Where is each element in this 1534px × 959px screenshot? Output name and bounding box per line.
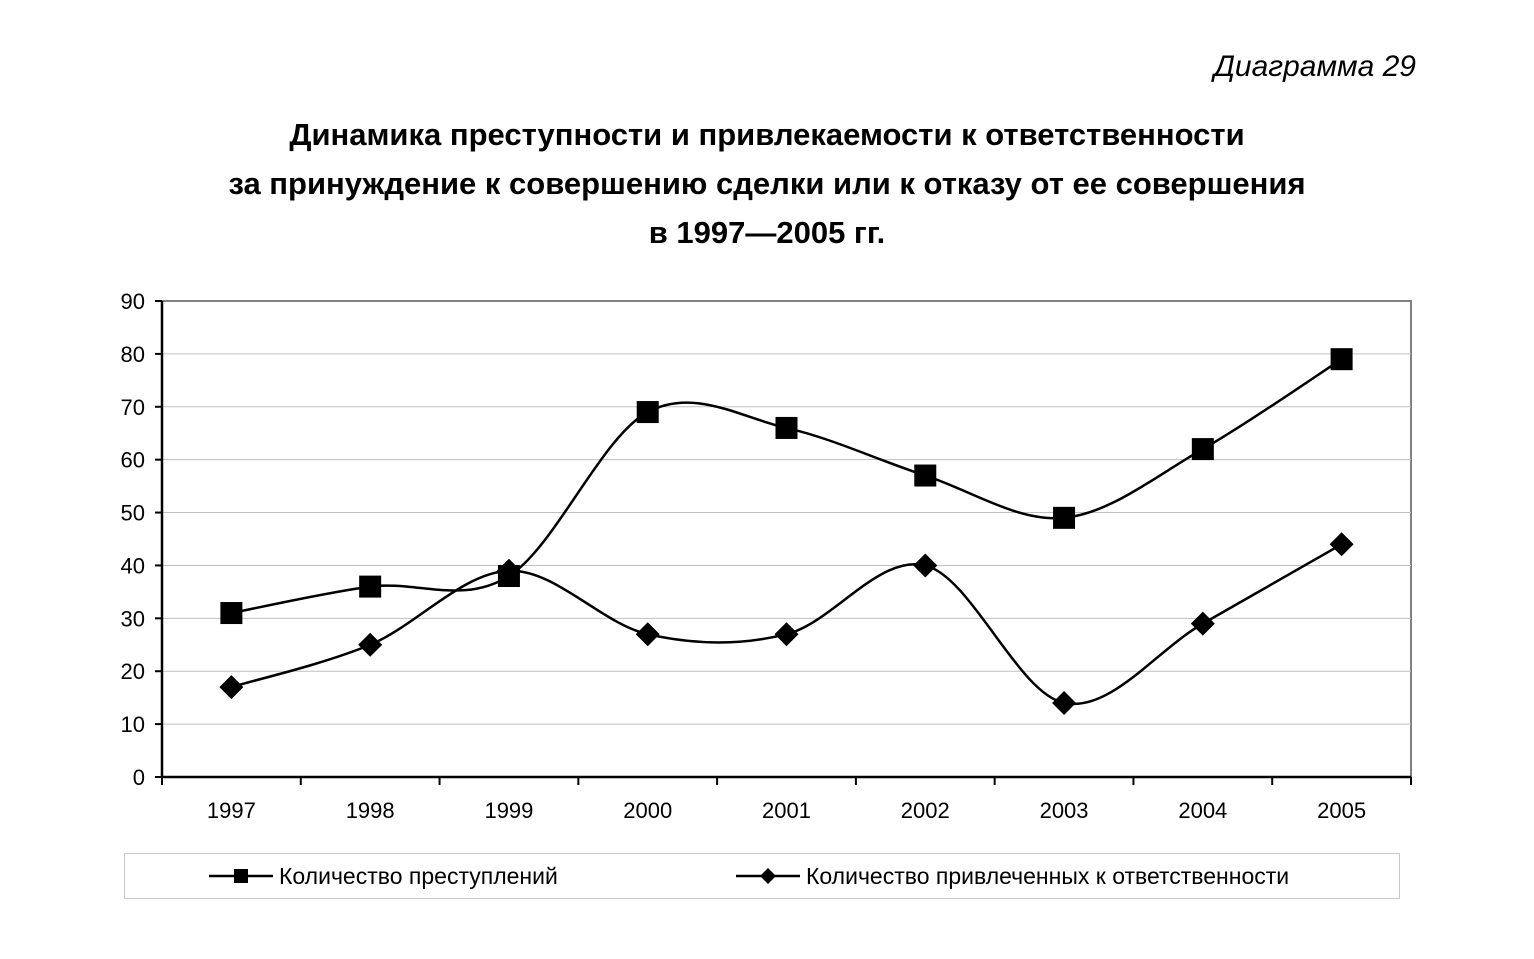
data-point-diamond [1190, 611, 1215, 636]
x-tick-label: 1999 [484, 798, 533, 823]
y-tick-label: 70 [121, 395, 145, 420]
data-point-square [914, 464, 937, 487]
data-point-diamond [1052, 690, 1077, 715]
diamond-marker-icon [736, 868, 800, 884]
x-tick-label: 1997 [207, 798, 256, 823]
legend-label-crimes: Количество преступлений [279, 862, 558, 889]
y-tick-label: 50 [121, 501, 145, 526]
data-point-square [1191, 438, 1214, 461]
diagram-caption: Диаграмма 29 [1213, 50, 1416, 83]
data-point-diamond [219, 675, 244, 700]
data-point-diamond [635, 622, 660, 647]
data-point-square [775, 416, 798, 439]
x-tick-label: 2001 [762, 798, 811, 823]
y-tick-label: 30 [121, 606, 145, 631]
data-point-diamond [496, 558, 521, 583]
data-point-diamond [774, 622, 799, 647]
chart-legend: Количество преступлений Количество привл… [124, 853, 1400, 899]
y-tick-label: 80 [121, 342, 145, 367]
series-line-2 [231, 543, 1343, 706]
data-point-square [220, 602, 243, 625]
chart-title: Динамика преступности и привлекаемости к… [0, 110, 1534, 257]
data-point-diamond [913, 553, 938, 578]
data-point-square [1053, 506, 1076, 529]
plot-area [161, 300, 1412, 778]
y-tick-label: 40 [121, 553, 145, 578]
data-point-diamond [1329, 532, 1354, 557]
x-tick-label: 2005 [1317, 798, 1366, 823]
y-tick-label: 0 [133, 765, 145, 790]
y-tick-label: 90 [121, 289, 145, 314]
data-point-square [359, 575, 382, 598]
line-chart: 0 10 20 30 40 50 60 70 80 90 1997 1998 1999 2000 2001 2… [121, 289, 1412, 823]
x-tick-label: 2004 [1178, 798, 1227, 823]
data-point-square [1330, 348, 1353, 371]
data-point-square [636, 401, 659, 424]
square-marker-icon [209, 869, 273, 883]
legend-item-crimes: Количество преступлений [209, 854, 558, 898]
chart-title-line-1: Динамика преступности и привлекаемости к… [289, 117, 1245, 152]
y-tick-label: 60 [121, 448, 145, 473]
chart-title-line-2: за принуждение к совершению сделки или к… [228, 166, 1306, 201]
x-tick-label: 1998 [346, 798, 395, 823]
y-tick-label: 10 [121, 712, 145, 737]
x-tick-label: 2002 [901, 798, 950, 823]
x-tick-label: 2000 [623, 798, 672, 823]
data-point-diamond [358, 632, 383, 657]
legend-label-prosecuted: Количество привлеченных к ответственност… [806, 862, 1290, 889]
x-tick-label: 2003 [1040, 798, 1089, 823]
chart-title-line-3: в 1997—2005 гг. [648, 215, 886, 250]
legend-item-prosecuted: Количество привлеченных к ответственност… [736, 854, 1289, 898]
y-tick-label: 20 [121, 659, 145, 684]
